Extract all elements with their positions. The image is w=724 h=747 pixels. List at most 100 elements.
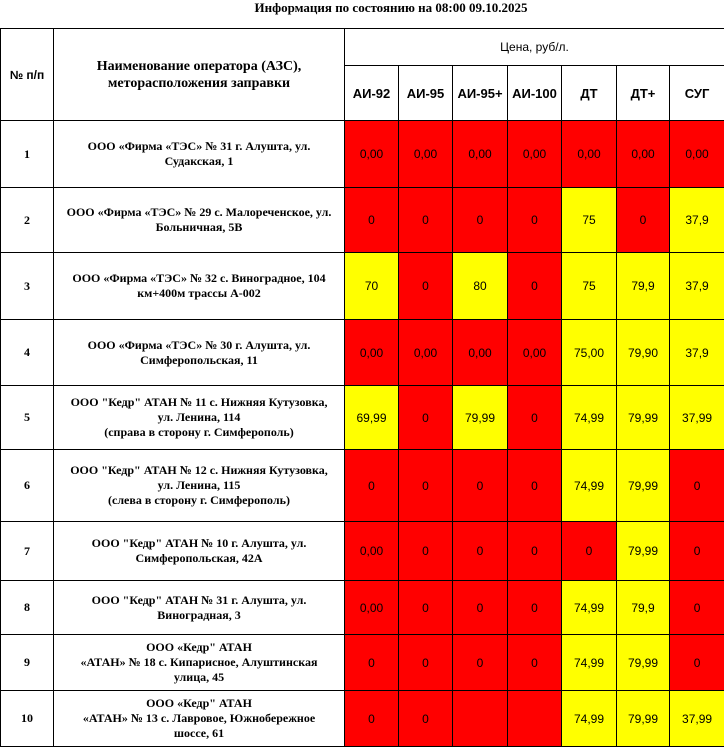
price-cell: 74,99	[562, 635, 617, 691]
row-number: 2	[1, 188, 54, 253]
price-cell: 0,00	[345, 522, 399, 581]
station-name: ООО «Кедр" АТАН «АТАН» № 13 с. Лавровое,…	[54, 691, 345, 747]
price-cell: 0	[345, 188, 399, 253]
price-cell: 0	[670, 635, 724, 691]
price-cell: 70	[345, 253, 399, 320]
price-cell: 0	[508, 450, 562, 522]
station-name: ООО «Фирма «ТЭС» № 30 г. Алушта, ул. Сим…	[54, 320, 345, 386]
price-cell: 0,00	[670, 121, 724, 188]
price-cell: 0	[453, 522, 508, 581]
price-cell: 0	[508, 635, 562, 691]
station-name: ООО "Кедр" АТАН № 10 г. Алушта, ул. Симф…	[54, 522, 345, 581]
price-cell: 0	[399, 691, 453, 747]
row-number: 6	[1, 450, 54, 522]
price-cell: 0	[399, 188, 453, 253]
price-cell: 79,90	[617, 320, 670, 386]
station-name: ООО «Фирма «ТЭС» № 32 с. Виноградное, 10…	[54, 253, 345, 320]
price-cell: 79,99	[617, 691, 670, 747]
price-cell: 0	[399, 386, 453, 450]
price-cell: 0	[453, 635, 508, 691]
price-cell: 0	[617, 188, 670, 253]
station-name: ООО «Кедр" АТАН «АТАН» № 18 с. Кипарисно…	[54, 635, 345, 691]
price-cell: 0	[399, 581, 453, 635]
price-cell: 0,00	[399, 121, 453, 188]
price-cell: 0,00	[617, 121, 670, 188]
price-cell: 75	[562, 253, 617, 320]
station-name: ООО «Фирма «ТЭС» № 29 с. Малореченское, …	[54, 188, 345, 253]
row-number: 10	[1, 691, 54, 747]
price-cell: 79,99	[453, 386, 508, 450]
price-cell: 0	[399, 450, 453, 522]
row-number: 1	[1, 121, 54, 188]
row-number: 9	[1, 635, 54, 691]
header-price: Цена, руб/л.	[345, 29, 724, 66]
price-cell: 0,00	[345, 581, 399, 635]
fuel-header: АИ-100	[508, 66, 562, 121]
price-cell: 0	[670, 522, 724, 581]
title: Информация по состоянию на 08:00 09.10.2…	[0, 0, 724, 28]
price-cell: 0,00	[562, 121, 617, 188]
station-name: ООО "Кедр" АТАН № 31 г. Алушта, ул. Вино…	[54, 581, 345, 635]
row-number: 7	[1, 522, 54, 581]
price-cell: 0	[508, 581, 562, 635]
price-cell: 0	[508, 188, 562, 253]
price-cell: 79,99	[617, 450, 670, 522]
row-number: 8	[1, 581, 54, 635]
row-number: 4	[1, 320, 54, 386]
price-cell: 0	[345, 635, 399, 691]
price-cell: 0	[670, 450, 724, 522]
price-cell: 0	[399, 253, 453, 320]
row-number: 5	[1, 386, 54, 450]
price-cell: 0,00	[453, 121, 508, 188]
fuel-header: АИ-95	[399, 66, 453, 121]
price-cell: 0,00	[508, 320, 562, 386]
price-cell: 37,9	[670, 320, 724, 386]
price-cell	[453, 691, 508, 747]
price-cell: 37,99	[670, 691, 724, 747]
price-cell: 75,00	[562, 320, 617, 386]
price-cell: 0,00	[508, 121, 562, 188]
price-cell: 74,99	[562, 581, 617, 635]
price-cell: 37,99	[670, 386, 724, 450]
price-cell: 0	[508, 522, 562, 581]
price-cell: 80	[453, 253, 508, 320]
price-cell: 0	[345, 691, 399, 747]
price-cell: 0,00	[399, 320, 453, 386]
price-cell: 0,00	[453, 320, 508, 386]
price-cell: 79,9	[617, 581, 670, 635]
fuel-header: АИ-92	[345, 66, 399, 121]
price-cell: 75	[562, 188, 617, 253]
price-cell: 0	[453, 450, 508, 522]
price-cell: 79,99	[617, 386, 670, 450]
price-cell: 79,99	[617, 522, 670, 581]
price-cell: 0	[453, 188, 508, 253]
price-cell: 74,99	[562, 450, 617, 522]
price-cell: 0,00	[345, 320, 399, 386]
price-cell: 37,9	[670, 188, 724, 253]
price-cell: 0	[562, 522, 617, 581]
price-cell: 0	[670, 581, 724, 635]
price-cell	[508, 691, 562, 747]
station-name: ООО «Фирма «ТЭС» № 31 г. Алушта, ул. Суд…	[54, 121, 345, 188]
price-cell: 0	[508, 386, 562, 450]
fuel-header: СУГ	[670, 66, 724, 121]
station-name: ООО "Кедр" АТАН № 12 с. Нижняя Кутузовка…	[54, 450, 345, 522]
fuel-header: АИ-95+	[453, 66, 508, 121]
header-name: Наименование оператора (АЗС), метораспол…	[54, 29, 345, 121]
header-number: № п/п	[1, 29, 54, 121]
price-cell: 69,99	[345, 386, 399, 450]
fuel-header: ДТ+	[617, 66, 670, 121]
price-cell: 0	[453, 581, 508, 635]
price-cell: 0	[399, 522, 453, 581]
